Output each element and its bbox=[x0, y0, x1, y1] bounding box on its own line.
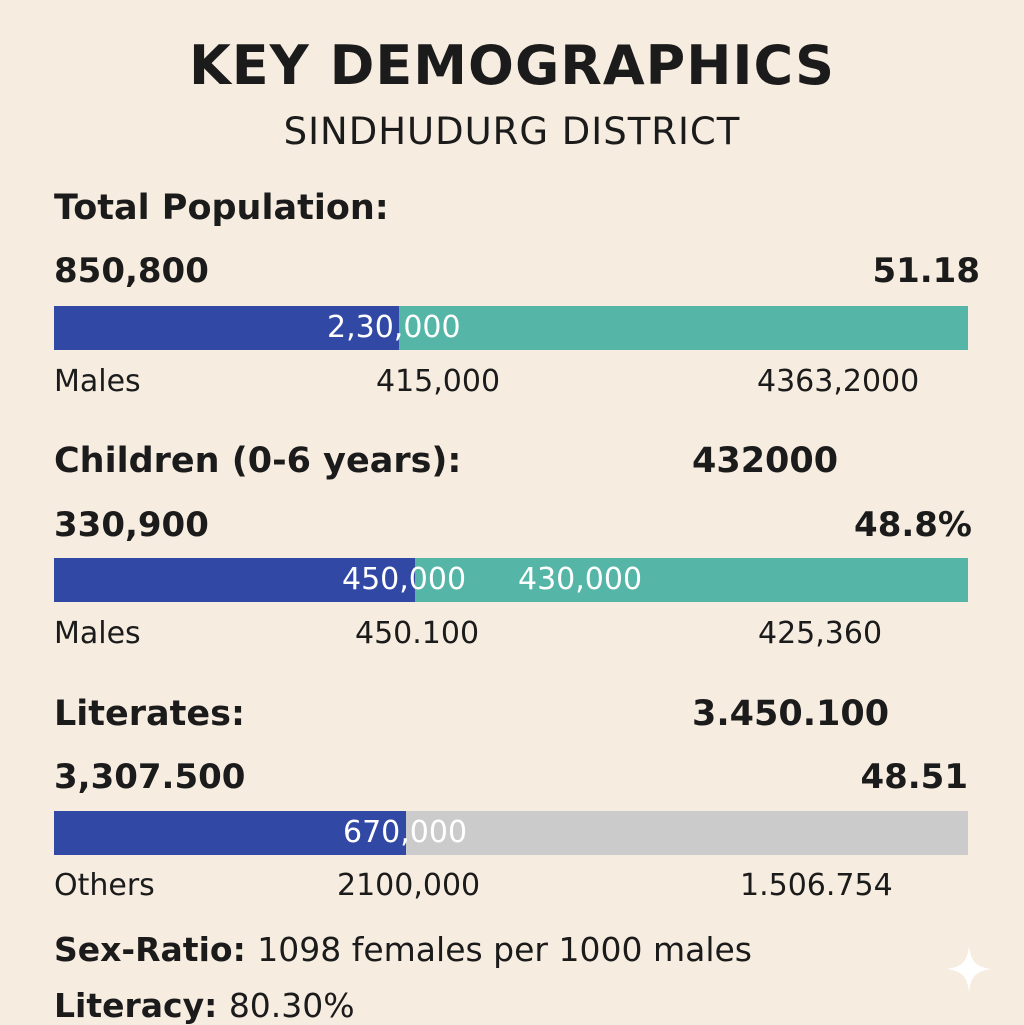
literacy-label: Literacy: bbox=[54, 986, 218, 1025]
children-bar: 450,000 430,000 bbox=[54, 558, 968, 602]
literates-row-label: Others bbox=[54, 868, 155, 903]
total-population-male-segment bbox=[54, 306, 400, 350]
section-label-children: Children (0-6 years): bbox=[54, 441, 462, 481]
total-population-bar-label: 2,30,000 bbox=[327, 310, 461, 345]
page-subtitle: SINDHUDURG DISTRICT bbox=[283, 110, 741, 153]
total-population-female-segment bbox=[399, 306, 968, 350]
children-right-label: 432000 bbox=[692, 441, 839, 481]
section-label-total-population: Total Population: bbox=[54, 188, 389, 228]
children-male-segment bbox=[54, 558, 416, 602]
literacy-value: 80.30% bbox=[228, 986, 355, 1025]
page-title: KEY DEMOGRAPHICS bbox=[188, 34, 836, 97]
literates-right-label: 3.450.100 bbox=[692, 694, 890, 734]
total-population-row-mid: 415,000 bbox=[376, 364, 501, 399]
sex-ratio-label: Sex-Ratio: bbox=[54, 930, 246, 969]
total-population-left-value: 850,800 bbox=[54, 251, 209, 291]
children-right-value: 48.8% bbox=[854, 505, 972, 545]
sparkle-icon bbox=[946, 946, 992, 992]
literates-bar: 670,000 bbox=[54, 811, 968, 855]
children-row-right: 425,360 bbox=[758, 616, 883, 651]
total-population-row-label: Males bbox=[54, 364, 141, 399]
literates-row-right: 1.506.754 bbox=[740, 868, 893, 903]
literates-other-segment bbox=[405, 811, 968, 855]
literates-bar-label: 670,000 bbox=[343, 815, 468, 850]
children-female-segment bbox=[415, 558, 968, 602]
sex-ratio-line: Sex-Ratio: 1098 females per 1000 males bbox=[54, 930, 752, 969]
literates-left-value: 3,307.500 bbox=[54, 757, 246, 797]
children-bar-label-2: 430,000 bbox=[518, 562, 643, 597]
total-population-bar: 2,30,000 bbox=[54, 306, 968, 350]
children-left-value: 330,900 bbox=[54, 505, 209, 545]
total-population-right-value: 51.18 bbox=[872, 251, 980, 291]
children-bar-label: 450,000 bbox=[342, 562, 467, 597]
sex-ratio-value: 1098 females per 1000 males bbox=[257, 930, 752, 969]
total-population-row-right: 4363,2000 bbox=[757, 364, 920, 399]
children-row-mid: 450.100 bbox=[355, 616, 480, 651]
section-label-literates: Literates: bbox=[54, 694, 245, 734]
literates-row-mid: 2100,000 bbox=[337, 868, 481, 903]
literates-male-segment bbox=[54, 811, 406, 855]
literates-right-value: 48.51 bbox=[860, 757, 968, 797]
literacy-line: Literacy: 80.30% bbox=[54, 986, 355, 1025]
children-row-label: Males bbox=[54, 616, 141, 651]
